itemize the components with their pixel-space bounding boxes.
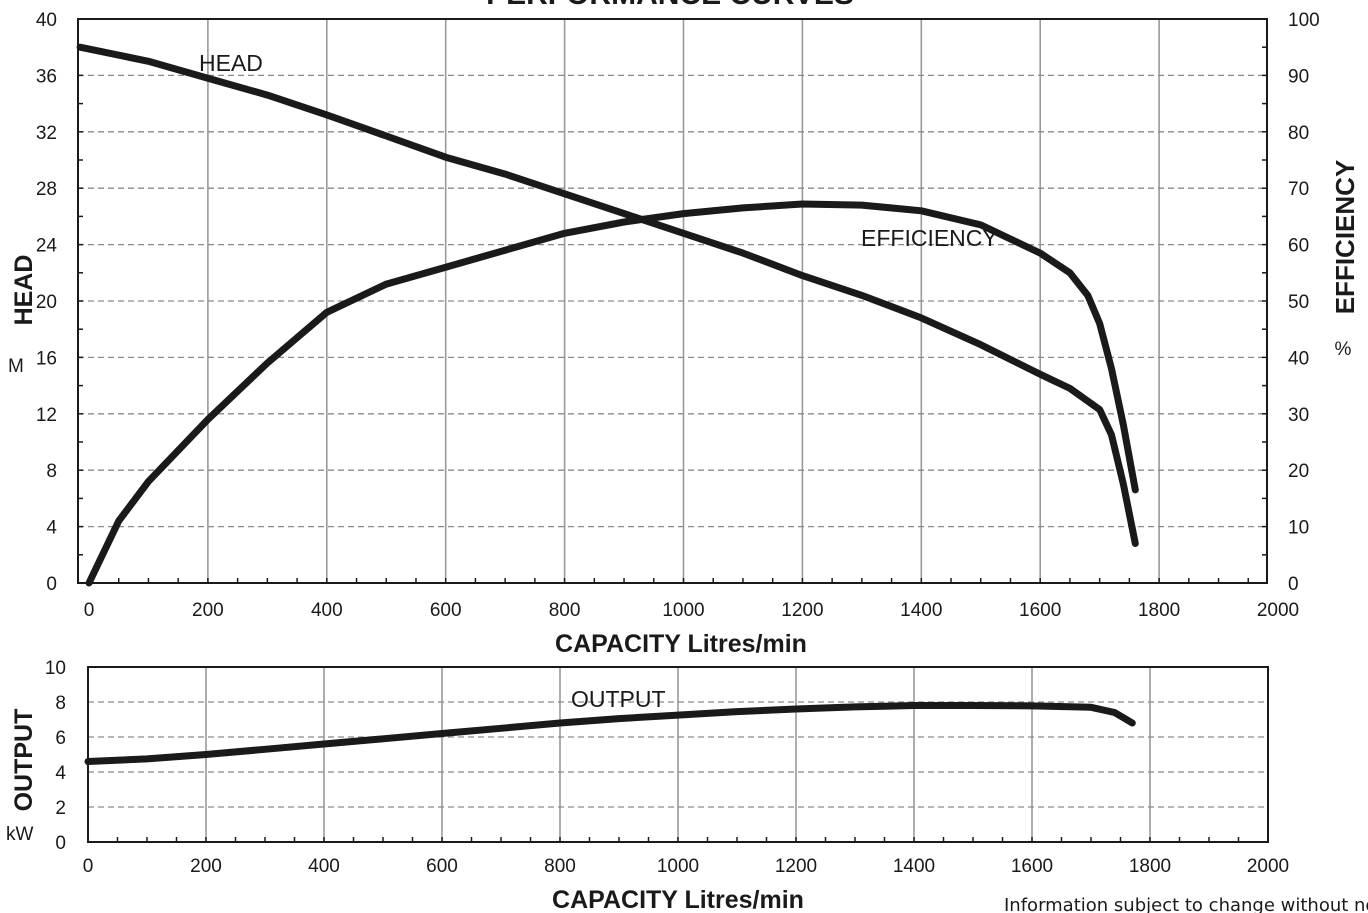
bottom-x-tick-label: 1200 <box>775 856 817 877</box>
series-label-head: HEAD <box>199 50 263 76</box>
top-y-tick-label: 4 <box>46 518 57 539</box>
efficiency-curve <box>85 200 1139 587</box>
top-chart-grid <box>78 19 1267 583</box>
series-label-efficiency: EFFICIENCY <box>861 225 998 251</box>
top-y2-tick-label: 70 <box>1288 179 1309 200</box>
y-axis-unit-kw: kW <box>6 824 34 845</box>
top-y-tick-label: 40 <box>36 10 57 31</box>
bottom-x-tick-label: 200 <box>190 856 222 877</box>
y-axis-unit-m: M <box>8 356 24 377</box>
top-y2-tick-label: 60 <box>1288 236 1309 257</box>
bottom-y-tick-label: 4 <box>55 763 66 784</box>
footnote: Information subject to change without no… <box>1004 895 1368 913</box>
top-chart-curves <box>76 43 1139 587</box>
chart-title: PERFORMANCE CURVES <box>486 0 854 11</box>
x-axis-title-bottom: CAPACITY Litres/min <box>552 886 804 913</box>
bottom-x-tick-label: 600 <box>426 856 458 877</box>
top-x-tick-label: 400 <box>311 600 343 621</box>
top-x-tick-label: 600 <box>430 600 462 621</box>
top-y-tick-label: 24 <box>36 236 58 257</box>
top-y-tick-label: 36 <box>36 66 57 87</box>
top-y2-tick-label: 100 <box>1288 10 1320 31</box>
y-axis-title-output: OUTPUT <box>10 709 38 812</box>
top-y2-tick-label: 0 <box>1288 574 1299 595</box>
y2-axis-unit-percent: % <box>1335 339 1352 360</box>
top-y-tick-label: 0 <box>46 574 57 595</box>
top-y-tick-label: 32 <box>36 123 57 144</box>
top-x-tick-label: 1200 <box>781 600 823 621</box>
top-y2-tick-label: 30 <box>1288 405 1309 426</box>
bottom-y-tick-label: 0 <box>55 833 66 854</box>
bottom-y-tick-label: 10 <box>45 658 66 679</box>
top-x-tick-label: 2000 <box>1257 600 1299 621</box>
bottom-y-tick-label: 8 <box>55 693 66 714</box>
bottom-x-tick-label: 2000 <box>1247 856 1289 877</box>
top-y2-tick-label: 20 <box>1288 461 1309 482</box>
top-x-tick-label: 1400 <box>900 600 942 621</box>
y-axis-title-head: HEAD <box>10 255 38 326</box>
bottom-x-tick-label: 1400 <box>893 856 935 877</box>
top-x-tick-label: 1000 <box>662 600 704 621</box>
bottom-x-tick-label: 800 <box>544 856 576 877</box>
bottom-y-tick-label: 6 <box>55 728 66 749</box>
x-axis-title-top: CAPACITY Litres/min <box>555 630 807 658</box>
bottom-x-tick-label: 1600 <box>1011 856 1053 877</box>
bottom-x-tick-label: 400 <box>308 856 340 877</box>
top-y2-tick-label: 10 <box>1288 518 1309 539</box>
bottom-chart-grid <box>88 667 1268 842</box>
top-y-tick-label: 16 <box>36 348 57 369</box>
bottom-x-tick-label: 1000 <box>657 856 699 877</box>
top-y2-tick-label: 90 <box>1288 66 1309 87</box>
top-y-tick-label: 12 <box>36 405 57 426</box>
top-x-tick-label: 1600 <box>1019 600 1061 621</box>
head-curve <box>76 43 1139 547</box>
bottom-y-tick-label: 2 <box>55 798 66 819</box>
bottom-chart-ticks: 0 200 400 600 800 1000 1200 1400 1600 1800 2000 0 2 4… <box>45 658 1289 877</box>
top-chart-ticks: 0 200 400 600 800 1000 1200 1400 1600 1800 2000048… <box>36 10 1320 621</box>
top-x-tick-label: 1800 <box>1138 600 1180 621</box>
top-y2-tick-label: 80 <box>1288 123 1309 144</box>
top-y-tick-label: 8 <box>46 461 57 482</box>
bottom-x-tick-label: 1800 <box>1129 856 1171 877</box>
top-x-tick-label: 200 <box>192 600 224 621</box>
series-label-output: OUTPUT <box>571 686 666 712</box>
top-x-tick-label: 800 <box>549 600 581 621</box>
bottom-chart-curves <box>84 702 1136 765</box>
top-y2-tick-label: 40 <box>1288 348 1309 369</box>
output-curve <box>84 702 1136 765</box>
top-y2-tick-label: 50 <box>1288 292 1309 313</box>
y2-axis-title-efficiency: EFFICIENCY <box>1330 160 1360 315</box>
top-x-tick-label: 0 <box>84 600 95 621</box>
bottom-x-tick-label: 0 <box>83 856 94 877</box>
top-y-tick-label: 28 <box>36 179 57 200</box>
top-y-tick-label: 20 <box>36 292 57 313</box>
